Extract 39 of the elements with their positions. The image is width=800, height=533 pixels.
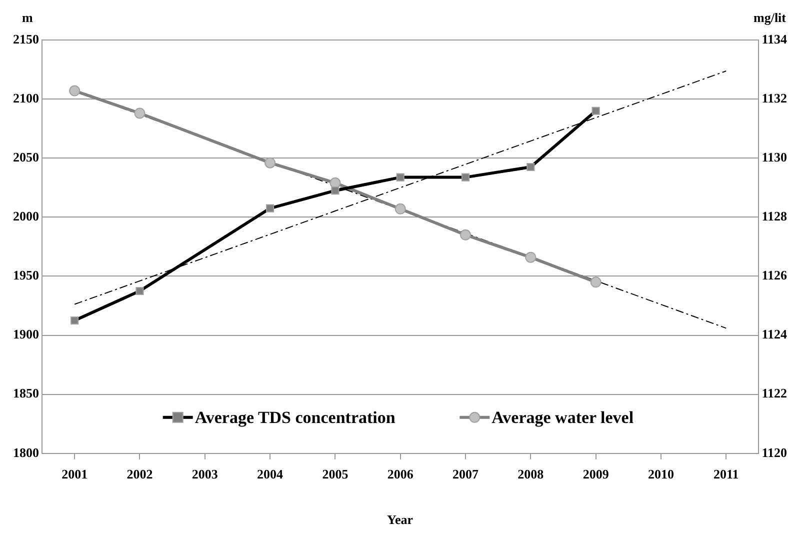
x-tick-label: 2007 [452, 466, 480, 482]
x-tick-label: 2001 [62, 466, 88, 482]
y2-tick-label: 1128 [762, 208, 788, 224]
x-tick-label: 2006 [387, 466, 414, 482]
point [590, 276, 602, 288]
y-tick-label: 2050 [13, 149, 39, 164]
y2-tick-label: 1122 [762, 386, 788, 401]
x-tick-label: 2008 [518, 466, 544, 482]
point [460, 229, 472, 240]
y-tick-label: 1800 [13, 444, 39, 460]
y2-axis-title: mg/lit [754, 10, 786, 26]
point [134, 108, 146, 119]
x-tick-label: 2004 [257, 466, 284, 482]
y2-tick-label: 1120 [762, 444, 788, 460]
x-tick-label: 2002 [126, 466, 153, 482]
y-tick-label: 1850 [13, 386, 39, 401]
point [394, 203, 406, 214]
x-tick-label: 2010 [648, 466, 674, 482]
point [69, 85, 80, 96]
x-tick-label: 2011 [713, 466, 739, 482]
y-tick-label: 2000 [13, 208, 39, 224]
legend-label: Average water level [492, 408, 634, 427]
y2-tick-label: 1134 [762, 31, 788, 46]
x-tick-label: 2009 [582, 466, 610, 482]
point [525, 252, 536, 263]
legend-label: Average TDS concentration [194, 408, 396, 427]
y-tick-label: 2150 [13, 31, 39, 46]
x-tick-label: 2005 [322, 466, 349, 482]
y2-tick-label: 1124 [762, 326, 788, 342]
y2-tick-label: 1132 [762, 90, 788, 106]
x-axis-title: Year [386, 512, 414, 528]
y-axis-title: m [22, 10, 33, 26]
point [264, 157, 276, 168]
x-tick-label: 2003 [192, 466, 218, 482]
y2-tick-label: 1130 [762, 149, 788, 164]
y-tick-label: 2100 [13, 90, 39, 106]
y-tick-label: 1950 [13, 268, 39, 283]
y2-tick-label: 1126 [762, 268, 788, 283]
y-tick-label: 1900 [13, 326, 39, 342]
